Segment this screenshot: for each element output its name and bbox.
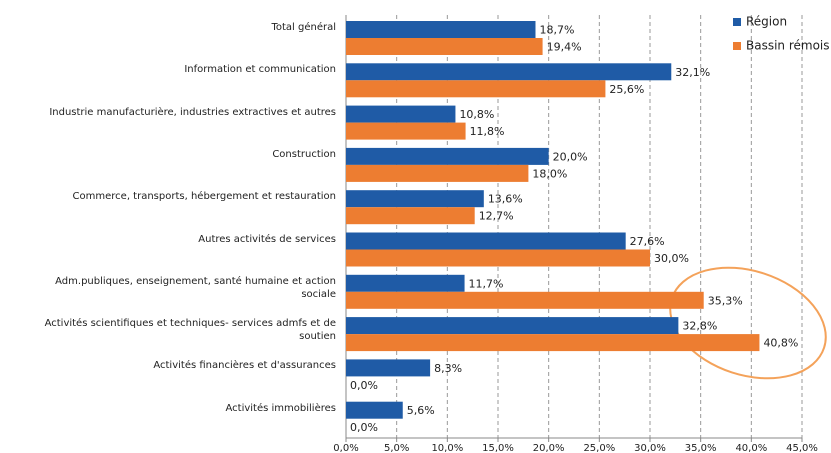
x-tick-label: 35,0% (685, 443, 717, 453)
bar (346, 249, 650, 267)
bar (346, 164, 529, 182)
value-label: 19,4% (547, 41, 582, 54)
category-label: Autres activités de services (198, 233, 336, 245)
value-label: 18,0% (532, 167, 567, 180)
value-label: 30,0% (654, 252, 689, 265)
category-label: Activités financières et d'assurances (153, 360, 336, 372)
category-label: Activités immobilières (225, 402, 337, 414)
value-label: 0,0% (350, 379, 378, 392)
x-tick-label: 45,0% (786, 443, 818, 453)
legend-label: Bassin rémois (746, 39, 830, 53)
bar (346, 291, 704, 309)
value-label: 11,7% (469, 277, 504, 290)
legend-swatch (733, 42, 741, 50)
value-label: 11,8% (470, 125, 505, 138)
legend-swatch (733, 18, 741, 26)
value-label: 32,8% (682, 320, 717, 333)
bar (346, 401, 403, 419)
category-label: Total général (271, 22, 336, 33)
value-label: 12,7% (479, 210, 514, 223)
category-label: Activités scientifiques et techniques- s… (44, 318, 336, 343)
value-label: 13,6% (488, 193, 523, 206)
bar (346, 63, 672, 81)
category-label: Adm.publiques, enseignement, santé humai… (55, 275, 336, 300)
bar (346, 105, 456, 123)
value-label: 0,0% (350, 421, 378, 434)
legend-label: Région (746, 15, 787, 29)
bar (346, 147, 549, 165)
value-label: 5,6% (407, 404, 435, 417)
x-tick-label: 25,0% (583, 443, 615, 453)
value-label: 8,3% (434, 362, 462, 375)
value-label: 10,8% (459, 108, 494, 121)
bar (346, 359, 431, 377)
bar (346, 21, 536, 38)
category-label: Industrie manufacturière, industries ext… (49, 106, 336, 118)
category-label: Construction (272, 148, 336, 160)
value-label: 32,1% (675, 66, 710, 79)
bar (346, 80, 606, 98)
x-tick-label: 40,0% (735, 443, 767, 453)
bar (346, 122, 466, 140)
x-tick-label: 15,0% (482, 443, 514, 453)
value-label: 18,7% (539, 24, 574, 37)
category-label: Information et communication (184, 64, 336, 76)
bar (346, 38, 543, 55)
value-label: 35,3% (708, 294, 743, 307)
category-label: Commerce, transports, hébergement et res… (72, 191, 336, 203)
value-label: 20,0% (553, 150, 588, 163)
x-tick-label: 30,0% (634, 443, 666, 453)
bar (346, 317, 679, 335)
x-tick-label: 5,0% (384, 443, 409, 453)
bar (346, 334, 760, 352)
bar (346, 232, 626, 250)
value-label: 27,6% (630, 235, 665, 248)
value-label: 25,6% (609, 83, 644, 96)
x-tick-label: 20,0% (533, 443, 565, 453)
x-tick-label: 10,0% (431, 443, 463, 453)
bar (346, 207, 475, 225)
bar (346, 274, 465, 292)
bar (346, 190, 484, 208)
value-label: 40,8% (763, 337, 798, 350)
x-tick-label: 0,0% (333, 443, 358, 453)
